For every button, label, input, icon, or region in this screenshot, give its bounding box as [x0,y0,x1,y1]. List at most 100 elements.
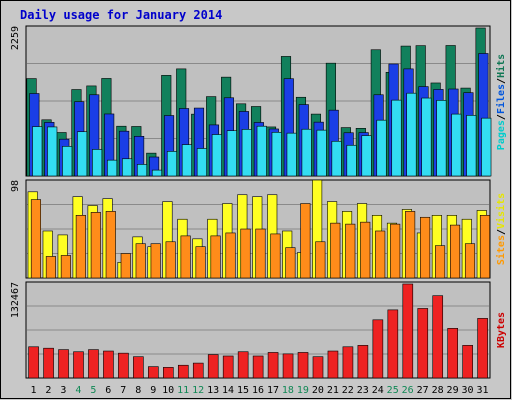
bar-sites-day-2 [45,256,56,279]
bar-sites-day-17 [270,233,281,279]
bar-kbytes-day-22 [342,346,354,379]
bar-kbytes-day-1 [28,346,39,379]
bar-sites-day-21 [330,222,341,279]
bar-pages-day-15 [241,129,252,177]
bar-sites-day-15 [240,228,251,279]
bar-pages-day-9 [151,169,163,177]
legend-entry: Pages [496,120,507,150]
bar-kbytes-day-8 [133,356,144,379]
bar-kbytes-day-12 [192,362,204,379]
legend-entry: KBytes [496,312,507,348]
bar-sites-day-25 [390,223,401,279]
legend-hits-files-pages: Pages/Files/Hits [495,54,507,150]
day-label: 30 [462,385,474,396]
bar-pages-day-31 [481,117,492,177]
bar-kbytes-day-15 [237,351,249,379]
y-max-label-visits-sites: 98 [10,180,21,192]
y-max-label-kbytes: 132467 [10,282,21,318]
bar-pages-day-18 [286,132,297,177]
legend-entry: / [496,78,507,84]
day-label: 14 [222,385,234,396]
bar-kbytes-day-4 [73,351,84,379]
day-label: 26 [402,385,414,396]
bar-pages-day-24 [376,119,387,177]
bar-kbytes-day-9 [148,366,159,379]
bar-kbytes-day-29 [447,328,459,379]
bar-kbytes-day-31 [477,318,488,379]
bar-sites-day-4 [75,215,86,279]
day-label: 29 [447,385,459,396]
bar-pages-day-12 [196,148,207,177]
bar-kbytes-day-17 [267,352,279,379]
day-label: 19 [297,385,309,396]
bar-sites-day-23 [360,221,371,279]
day-label: 1 [30,385,36,396]
bar-sites-day-19 [300,203,311,279]
bar-sites-day-18 [285,247,296,279]
day-label: 7 [120,385,126,396]
day-label: 21 [327,385,339,396]
day-label: 28 [432,385,444,396]
bar-pages-day-14 [226,130,237,177]
day-label: 16 [252,385,264,396]
bar-sites-day-28 [435,245,446,279]
bar-pages-day-10 [166,151,178,177]
bar-kbytes-day-2 [43,347,54,379]
bar-sites-day-24 [375,230,386,279]
bar-sites-day-9 [150,243,161,279]
y-max-label-hits-files-pages: 2259 [10,26,21,50]
bar-kbytes-day-6 [103,350,114,379]
bar-pages-day-16 [256,125,267,177]
bar-sites-day-26 [405,211,416,279]
day-label: 2 [45,385,51,396]
bar-kbytes-day-3 [58,349,69,379]
chart-title: Daily usage for January 2014 [20,8,222,22]
day-label: 27 [417,385,429,396]
bar-sites-day-7 [120,253,131,279]
day-label: 13 [207,385,219,396]
day-label: 20 [312,385,324,396]
bar-sites-day-1 [30,199,42,279]
day-label: 24 [372,385,384,396]
day-label: 18 [282,385,294,396]
bar-sites-day-14 [225,232,236,279]
legend-entry: / [496,229,507,235]
bar-kbytes-day-30 [462,345,473,379]
bar-pages-day-23 [361,135,372,177]
day-label: 9 [150,385,156,396]
bar-kbytes-day-20 [312,356,324,379]
legend-visits-sites: Sites/Visits [495,193,507,265]
day-label: 3 [60,385,66,396]
day-label: 25 [387,385,399,396]
bar-kbytes-day-13 [207,354,219,379]
bar-sites-day-20 [315,241,326,279]
bar-pages-day-30 [466,115,477,177]
bar-kbytes-day-11 [177,364,189,379]
bar-sites-day-16 [255,228,266,279]
bar-kbytes-day-21 [327,350,339,379]
bar-pages-day-2 [47,126,58,177]
day-label: 22 [342,385,354,396]
legend-entry: Sites [495,235,507,265]
bar-pages-day-17 [271,132,282,177]
bar-kbytes-day-18 [282,353,294,379]
day-label: 10 [162,385,174,396]
day-label: 5 [90,385,96,396]
bar-pages-day-13 [211,134,222,177]
bar-pages-day-25 [391,99,402,177]
bar-pages-day-27 [421,97,432,177]
bar-kbytes-day-28 [432,295,444,379]
bar-pages-day-11 [181,144,192,177]
bar-sites-day-13 [210,235,221,279]
bar-sites-day-27 [420,216,431,279]
bar-sites-day-30 [464,243,476,279]
bar-sites-day-6 [105,211,116,279]
legend-entry: Files [495,84,507,114]
bar-kbytes-day-26 [402,283,414,379]
bar-pages-day-3 [62,146,73,177]
bar-kbytes-day-10 [163,367,174,379]
bar-kbytes-day-7 [118,352,129,379]
legend-entry: Visits [495,193,507,229]
bar-sites-day-22 [345,223,356,279]
